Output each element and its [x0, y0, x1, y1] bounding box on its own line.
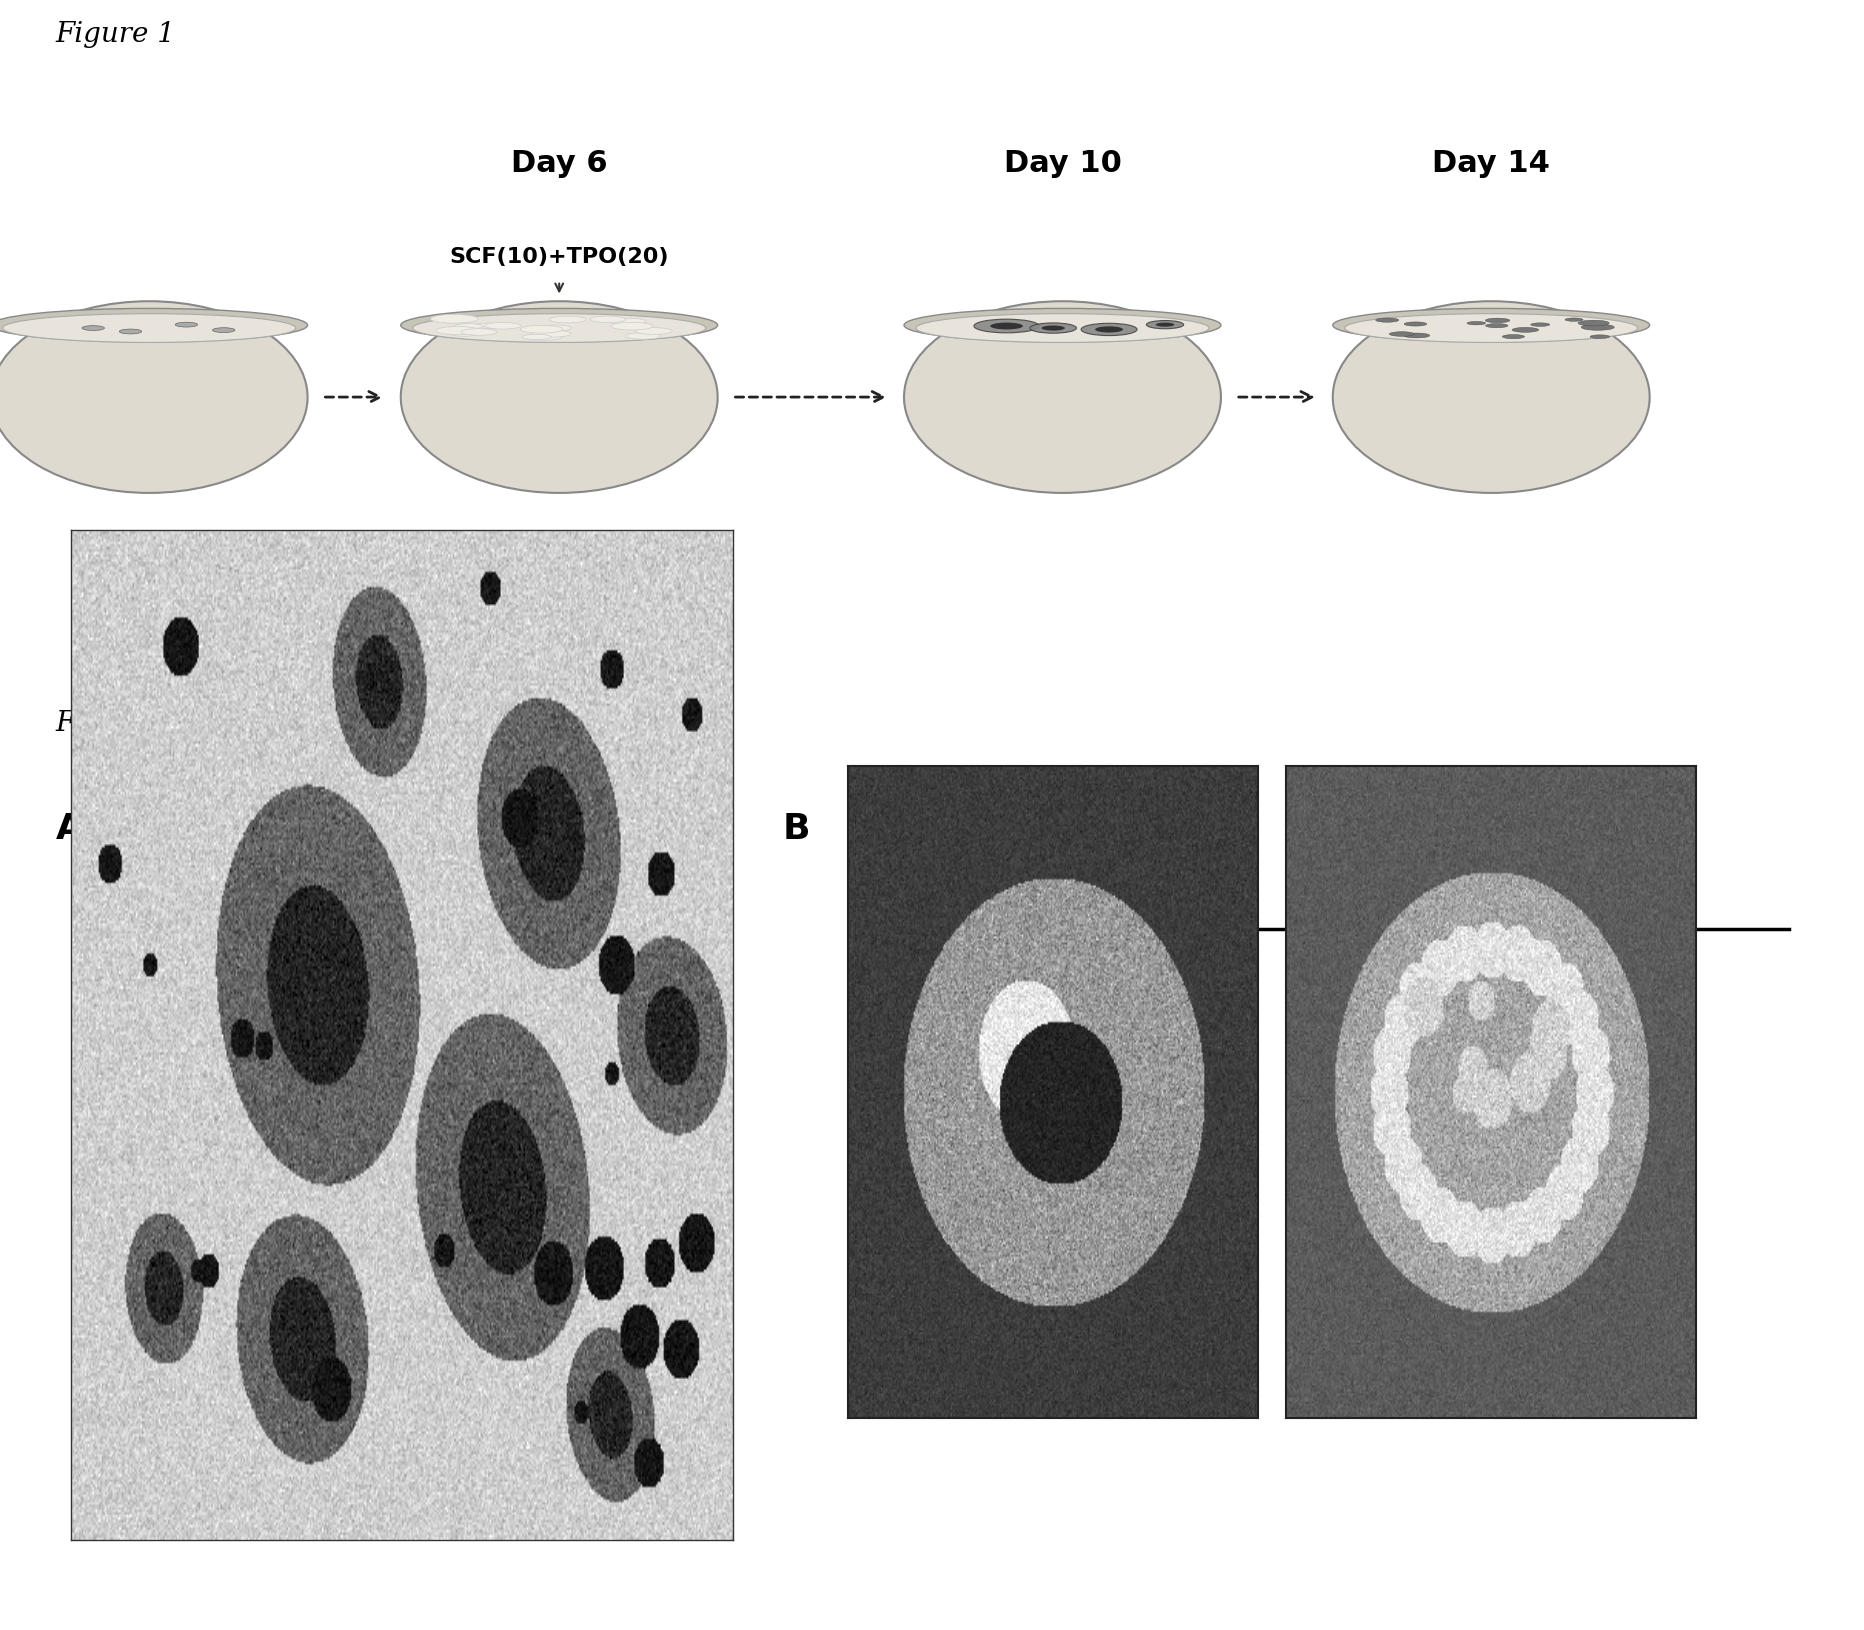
Text: CD41: CD41	[988, 962, 1044, 981]
Ellipse shape	[1156, 323, 1174, 326]
Ellipse shape	[973, 319, 1038, 333]
Text: Day 10: Day 10	[1003, 148, 1122, 178]
Ellipse shape	[175, 323, 198, 328]
Ellipse shape	[1590, 334, 1610, 339]
Ellipse shape	[401, 308, 718, 342]
Text: (F-actin/DAPI): (F-actin/DAPI)	[1295, 887, 1458, 911]
Text: Immunostaining: Immunostaining	[885, 887, 1102, 911]
Ellipse shape	[904, 308, 1221, 342]
Text: Giemsa staining: Giemsa staining	[112, 887, 326, 911]
Ellipse shape	[1566, 318, 1583, 321]
Ellipse shape	[1512, 328, 1538, 333]
Ellipse shape	[1146, 321, 1184, 329]
Text: A: A	[56, 812, 84, 846]
Ellipse shape	[1094, 326, 1122, 333]
Ellipse shape	[472, 323, 503, 329]
Ellipse shape	[904, 302, 1221, 492]
Ellipse shape	[520, 326, 563, 333]
Ellipse shape	[2, 313, 296, 342]
Ellipse shape	[442, 328, 466, 331]
Ellipse shape	[0, 385, 308, 419]
Ellipse shape	[401, 302, 718, 492]
Ellipse shape	[591, 316, 626, 323]
Ellipse shape	[626, 333, 662, 339]
Ellipse shape	[915, 313, 1210, 342]
Ellipse shape	[1404, 333, 1430, 337]
Ellipse shape	[0, 302, 308, 492]
Ellipse shape	[1581, 324, 1614, 331]
Ellipse shape	[1344, 313, 1638, 342]
Ellipse shape	[460, 329, 498, 336]
Ellipse shape	[1389, 333, 1415, 336]
Text: GPIbα: GPIbα	[1450, 962, 1514, 981]
Ellipse shape	[1467, 321, 1486, 324]
Ellipse shape	[412, 313, 706, 342]
Ellipse shape	[82, 326, 104, 331]
Ellipse shape	[431, 315, 479, 323]
Ellipse shape	[550, 316, 585, 323]
Ellipse shape	[447, 331, 479, 336]
Text: SCF(10)+TPO(20): SCF(10)+TPO(20)	[449, 248, 669, 267]
Ellipse shape	[611, 323, 652, 329]
Ellipse shape	[1042, 326, 1064, 331]
Ellipse shape	[636, 328, 673, 334]
Ellipse shape	[0, 308, 308, 342]
Ellipse shape	[1029, 323, 1076, 333]
Ellipse shape	[1530, 323, 1549, 326]
Ellipse shape	[1404, 321, 1426, 326]
Ellipse shape	[531, 329, 570, 337]
Ellipse shape	[1333, 385, 1650, 419]
Ellipse shape	[455, 324, 483, 329]
Ellipse shape	[539, 324, 572, 331]
Ellipse shape	[212, 328, 235, 333]
Ellipse shape	[1333, 308, 1650, 342]
Text: Day 6: Day 6	[511, 148, 608, 178]
Ellipse shape	[1486, 318, 1510, 323]
Text: Day 14: Day 14	[1432, 148, 1551, 178]
Text: Figure 1: Figure 1	[56, 21, 175, 47]
Ellipse shape	[119, 329, 142, 334]
Ellipse shape	[1502, 334, 1525, 339]
Ellipse shape	[904, 385, 1221, 419]
Ellipse shape	[611, 318, 647, 324]
Ellipse shape	[1579, 319, 1609, 326]
Text: B: B	[783, 812, 811, 846]
Text: Figure 2: Figure 2	[56, 711, 175, 737]
Ellipse shape	[401, 385, 718, 419]
Ellipse shape	[526, 334, 563, 341]
Ellipse shape	[1486, 324, 1508, 328]
Ellipse shape	[528, 326, 559, 333]
Ellipse shape	[1376, 318, 1398, 323]
Ellipse shape	[1081, 323, 1137, 336]
Ellipse shape	[485, 323, 520, 329]
Ellipse shape	[1333, 302, 1650, 492]
Ellipse shape	[457, 326, 485, 331]
Ellipse shape	[522, 334, 552, 339]
Ellipse shape	[990, 323, 1023, 329]
Ellipse shape	[436, 326, 481, 334]
Ellipse shape	[617, 324, 643, 329]
